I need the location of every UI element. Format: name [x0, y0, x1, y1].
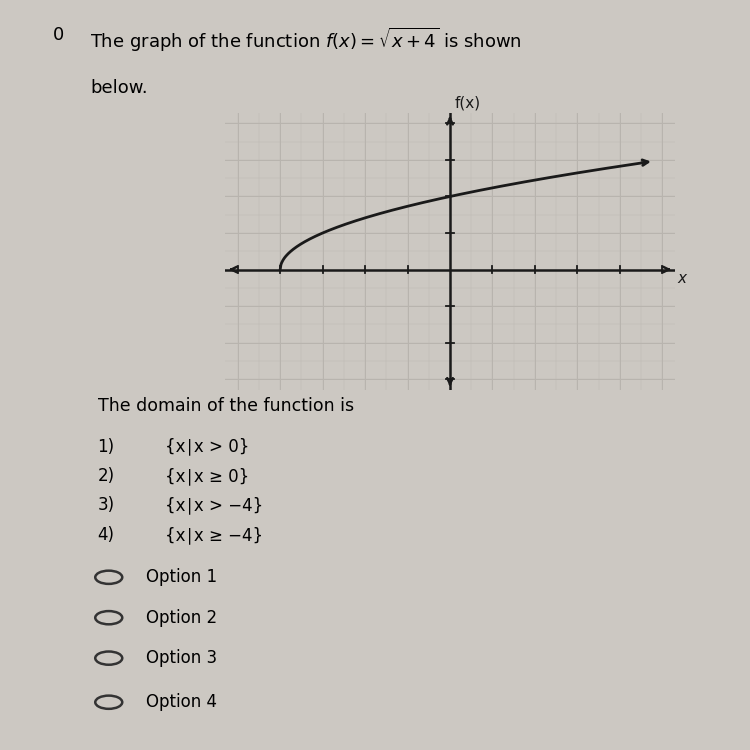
- Text: x: x: [677, 272, 686, 286]
- Text: Option 4: Option 4: [146, 693, 218, 711]
- Text: below.: below.: [90, 79, 148, 97]
- Text: The domain of the function is: The domain of the function is: [98, 398, 354, 416]
- Text: 4): 4): [98, 526, 115, 544]
- Text: 0: 0: [53, 26, 64, 44]
- Text: Option 2: Option 2: [146, 609, 218, 627]
- Text: 3): 3): [98, 496, 115, 514]
- Text: {x∣x ≥ 0}: {x∣x ≥ 0}: [165, 467, 249, 485]
- Text: 1): 1): [98, 438, 115, 456]
- Text: 2): 2): [98, 467, 115, 485]
- Text: Option 3: Option 3: [146, 649, 218, 668]
- Text: Option 1: Option 1: [146, 568, 218, 586]
- Text: f(x): f(x): [454, 96, 480, 111]
- Text: The graph of the function $f(x)=\sqrt{x+4}$ is shown: The graph of the function $f(x)=\sqrt{x+…: [90, 26, 522, 54]
- Text: {x∣x > −4}: {x∣x > −4}: [165, 496, 263, 514]
- Text: {x∣x > 0}: {x∣x > 0}: [165, 438, 249, 456]
- Text: {x∣x ≥ −4}: {x∣x ≥ −4}: [165, 526, 263, 544]
